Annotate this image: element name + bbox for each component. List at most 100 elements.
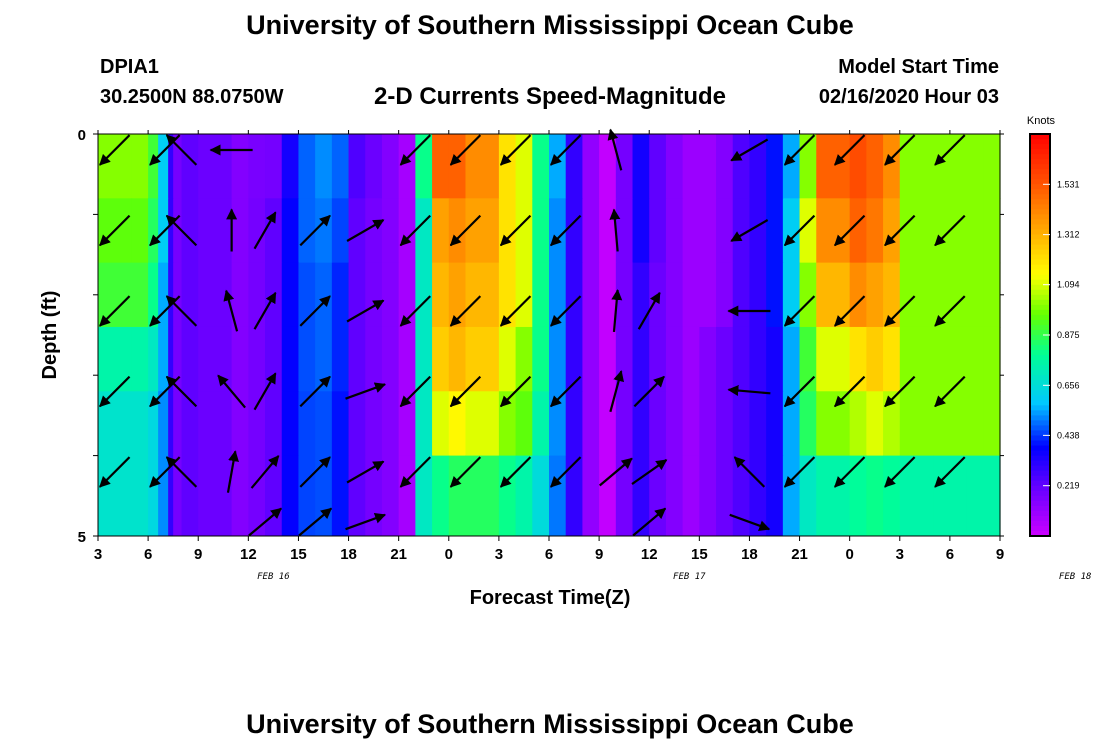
heatmap-cell bbox=[315, 326, 333, 392]
legend-swatch bbox=[1030, 244, 1050, 251]
heatmap-cell bbox=[883, 326, 901, 392]
current-arrow bbox=[99, 375, 131, 408]
heatmap-cell bbox=[265, 134, 283, 199]
heatmap-cell bbox=[432, 391, 450, 457]
legend-swatch bbox=[1030, 159, 1050, 165]
legend-swatch bbox=[1030, 405, 1050, 411]
legend-swatch bbox=[1030, 269, 1050, 276]
legend-swatch bbox=[1030, 515, 1050, 522]
legend-swatch bbox=[1030, 395, 1050, 401]
heatmap-cell bbox=[432, 326, 450, 392]
heatmap-cell bbox=[682, 326, 700, 392]
current-arrow bbox=[99, 295, 131, 327]
heatmap-cell bbox=[532, 134, 550, 199]
heatmap-cell bbox=[315, 455, 333, 536]
legend-swatch bbox=[1030, 139, 1050, 145]
heatmap-cell bbox=[699, 134, 717, 199]
current-arrow bbox=[632, 507, 667, 537]
heatmap-cell bbox=[565, 134, 584, 199]
heatmap-cell bbox=[716, 262, 734, 328]
heatmap-cell bbox=[883, 198, 901, 264]
heatmap-cell bbox=[866, 198, 884, 264]
heatmap-cell bbox=[181, 455, 199, 536]
heatmap-cell bbox=[331, 391, 350, 457]
legend-swatch bbox=[1030, 335, 1050, 341]
current-arrow bbox=[165, 134, 198, 166]
model-start-value: 02/16/2020 Hour 03 bbox=[818, 86, 999, 108]
heatmap-cell bbox=[916, 134, 934, 199]
legend-swatch bbox=[1030, 239, 1050, 246]
heatmap-cell bbox=[816, 134, 851, 199]
heatmap-cell bbox=[498, 198, 517, 264]
heatmap-cell bbox=[983, 326, 1001, 392]
legend-swatch bbox=[1030, 505, 1050, 512]
legend-swatch bbox=[1030, 415, 1050, 422]
legend-swatch bbox=[1030, 445, 1050, 452]
heatmap-cell bbox=[665, 391, 684, 457]
current-arrow bbox=[550, 295, 582, 327]
heatmap-cell bbox=[916, 198, 934, 264]
heatmap-cell bbox=[766, 326, 784, 392]
current-arrow bbox=[884, 214, 916, 247]
heatmap-cell bbox=[883, 391, 901, 457]
legend-swatch bbox=[1030, 234, 1050, 241]
heatmap-cell bbox=[732, 262, 751, 328]
current-arrow bbox=[226, 450, 239, 493]
legend-swatch bbox=[1030, 169, 1050, 175]
heatmap-cell bbox=[331, 455, 350, 536]
x-tick-label: 3 bbox=[94, 546, 102, 563]
current-arrow bbox=[884, 456, 916, 488]
legend-swatch bbox=[1030, 375, 1050, 381]
heatmap-cell bbox=[899, 198, 918, 264]
heatmap-cell bbox=[549, 326, 567, 392]
heatmap-cell bbox=[465, 198, 500, 264]
current-arrow bbox=[165, 456, 198, 488]
current-arrow bbox=[550, 456, 582, 488]
heatmap-cell bbox=[348, 391, 366, 457]
heatmap-cell bbox=[799, 326, 817, 392]
heatmap-cell bbox=[248, 391, 266, 457]
heatmap-cell bbox=[799, 134, 817, 199]
current-arrow bbox=[934, 214, 966, 247]
heatmap-cell bbox=[173, 262, 183, 328]
heatmap-cell bbox=[465, 262, 500, 328]
y-axis-label: Depth (ft) bbox=[39, 291, 61, 380]
legend-swatch bbox=[1030, 289, 1050, 296]
current-arrow bbox=[730, 219, 769, 242]
heatmap-cell bbox=[766, 198, 784, 264]
heatmap-cell bbox=[782, 391, 801, 457]
current-arrow bbox=[253, 211, 277, 250]
heatmap-cell bbox=[158, 262, 169, 328]
heatmap-cell bbox=[799, 198, 817, 264]
heatmap-cell bbox=[365, 134, 383, 199]
heatmap-cell bbox=[515, 326, 533, 392]
heatmap-cell bbox=[432, 134, 450, 199]
x-tick-label: 12 bbox=[641, 546, 658, 563]
legend-swatch bbox=[1030, 294, 1050, 301]
heatmap-cell bbox=[515, 134, 533, 199]
heatmap-cell bbox=[632, 326, 650, 392]
current-arrow bbox=[399, 375, 431, 408]
legend-swatch bbox=[1030, 480, 1050, 487]
x-axis-label: Forecast Time(Z) bbox=[470, 587, 631, 609]
legend-swatch bbox=[1030, 219, 1050, 226]
heatmap-cell bbox=[98, 134, 133, 199]
x-tick-label: 21 bbox=[791, 546, 808, 563]
heatmap-cell bbox=[532, 391, 550, 457]
current-arrow bbox=[499, 134, 532, 166]
current-arrow bbox=[633, 375, 665, 408]
heatmap-cell bbox=[173, 134, 183, 199]
heatmap-cell bbox=[615, 455, 634, 536]
heatmap-cell bbox=[398, 198, 416, 264]
current-arrow bbox=[250, 455, 280, 489]
heatmap-cell bbox=[983, 455, 1001, 536]
x-tick-label: 18 bbox=[340, 546, 357, 563]
heatmap-cell bbox=[716, 198, 734, 264]
heatmap-cell bbox=[716, 391, 734, 457]
legend-swatch bbox=[1030, 179, 1050, 185]
heatmap-cell bbox=[181, 391, 199, 457]
current-arrow bbox=[499, 214, 532, 247]
heatmap-cell bbox=[381, 262, 400, 328]
y-tick-label: 5 bbox=[78, 529, 86, 546]
legend-swatch bbox=[1030, 189, 1050, 195]
